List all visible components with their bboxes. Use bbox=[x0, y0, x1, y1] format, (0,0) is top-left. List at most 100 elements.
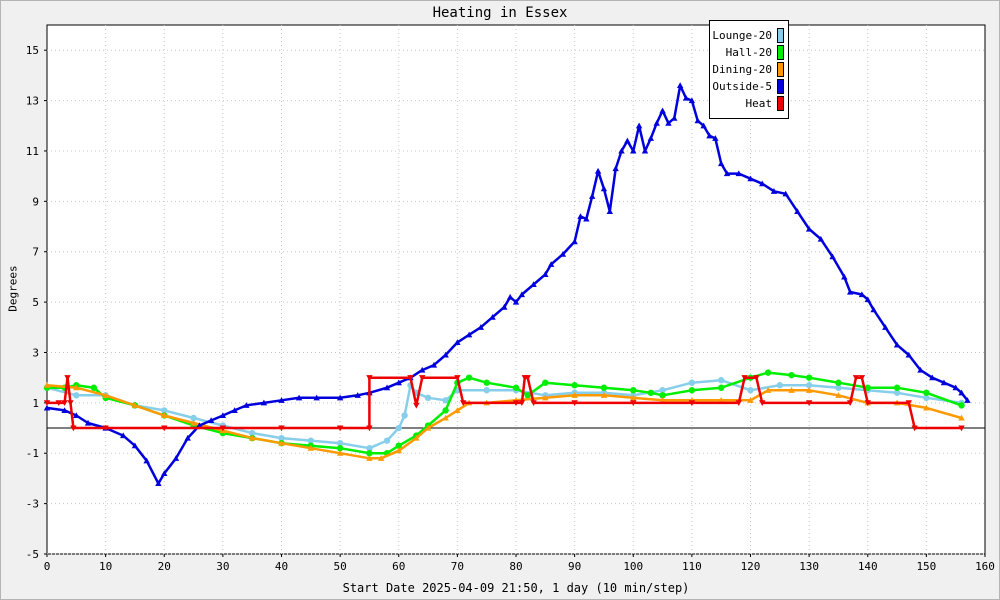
data-point bbox=[764, 387, 772, 393]
y-tick-label: 3 bbox=[32, 346, 39, 359]
data-point bbox=[723, 170, 731, 177]
data-point bbox=[430, 361, 438, 368]
data-point bbox=[243, 402, 250, 408]
data-point bbox=[73, 392, 80, 399]
data-point bbox=[278, 434, 285, 442]
data-point bbox=[278, 397, 285, 403]
data-point bbox=[184, 434, 191, 441]
data-point bbox=[630, 147, 637, 154]
data-point bbox=[589, 193, 596, 199]
data-point bbox=[518, 400, 526, 407]
data-point bbox=[424, 424, 432, 431]
data-point bbox=[917, 366, 924, 373]
data-point bbox=[635, 122, 643, 129]
legend-label: Dining-20 bbox=[712, 63, 772, 76]
data-point bbox=[911, 425, 918, 432]
legend-item: Outside-5 bbox=[712, 78, 784, 95]
data-point bbox=[600, 392, 608, 398]
data-point bbox=[84, 419, 92, 426]
legend-swatch bbox=[777, 79, 784, 94]
data-point bbox=[512, 298, 520, 305]
data-point bbox=[248, 429, 256, 437]
data-point bbox=[577, 213, 584, 220]
data-point bbox=[336, 394, 344, 401]
data-point bbox=[454, 375, 461, 381]
data-point bbox=[905, 400, 912, 407]
data-point bbox=[102, 425, 109, 432]
data-point bbox=[278, 439, 285, 446]
data-point bbox=[618, 147, 625, 154]
data-point bbox=[893, 384, 901, 391]
data-point bbox=[893, 341, 901, 348]
x-tick-label: 150 bbox=[916, 560, 936, 573]
data-point bbox=[600, 384, 608, 391]
data-point bbox=[395, 424, 402, 432]
data-point bbox=[465, 374, 473, 381]
data-point bbox=[43, 400, 51, 407]
data-point bbox=[131, 402, 139, 408]
data-point bbox=[64, 375, 71, 381]
legend-swatch bbox=[777, 28, 784, 43]
data-point bbox=[424, 394, 432, 402]
data-point bbox=[336, 425, 344, 432]
data-point bbox=[483, 379, 490, 386]
data-point bbox=[219, 425, 227, 432]
data-point bbox=[336, 445, 344, 452]
data-point bbox=[442, 407, 449, 414]
data-point bbox=[688, 97, 696, 104]
data-point bbox=[747, 175, 754, 182]
data-point bbox=[547, 261, 555, 267]
data-point bbox=[858, 291, 866, 298]
data-point bbox=[524, 392, 531, 399]
data-point bbox=[600, 185, 608, 192]
data-point bbox=[460, 400, 467, 407]
y-tick-label: 7 bbox=[32, 246, 39, 259]
data-point bbox=[506, 293, 514, 300]
data-point bbox=[794, 208, 801, 214]
x-tick-label: 10 bbox=[99, 560, 112, 573]
data-point bbox=[805, 400, 813, 407]
data-point bbox=[829, 253, 836, 260]
y-tick-label: -5 bbox=[26, 548, 39, 561]
data-point bbox=[776, 382, 784, 389]
data-point bbox=[712, 135, 719, 141]
data-point bbox=[788, 371, 795, 379]
data-point bbox=[688, 387, 696, 394]
data-point bbox=[395, 447, 402, 454]
data-point bbox=[231, 407, 238, 413]
data-point bbox=[747, 387, 754, 394]
y-tick-label: 1 bbox=[32, 397, 39, 410]
data-point bbox=[442, 351, 449, 358]
data-point bbox=[501, 303, 508, 310]
data-point bbox=[542, 379, 549, 386]
legend-item: Dining-20 bbox=[712, 61, 784, 78]
data-point bbox=[665, 120, 672, 126]
data-point bbox=[647, 135, 655, 141]
data-point bbox=[542, 394, 549, 401]
x-tick-label: 0 bbox=[44, 560, 51, 573]
data-point bbox=[653, 120, 660, 126]
data-point bbox=[73, 412, 80, 419]
data-point bbox=[278, 425, 285, 432]
data-point bbox=[700, 122, 707, 129]
data-point bbox=[419, 375, 426, 381]
legend-label: Hall-20 bbox=[725, 46, 772, 59]
series-layer bbox=[43, 82, 971, 487]
data-point bbox=[413, 434, 420, 441]
data-point bbox=[366, 445, 373, 452]
data-point bbox=[383, 384, 391, 391]
data-point bbox=[929, 374, 936, 381]
x-tick-label: 40 bbox=[275, 560, 288, 573]
data-point bbox=[940, 379, 948, 386]
data-point bbox=[641, 147, 649, 154]
data-point bbox=[70, 425, 77, 432]
data-point bbox=[559, 251, 567, 257]
data-point bbox=[571, 238, 578, 245]
data-point bbox=[706, 132, 713, 139]
data-point bbox=[190, 414, 197, 422]
data-point bbox=[688, 379, 696, 386]
data-point bbox=[465, 331, 473, 338]
y-tick-label: 15 bbox=[26, 44, 39, 57]
x-tick-label: 110 bbox=[682, 560, 702, 573]
data-point bbox=[717, 397, 725, 403]
